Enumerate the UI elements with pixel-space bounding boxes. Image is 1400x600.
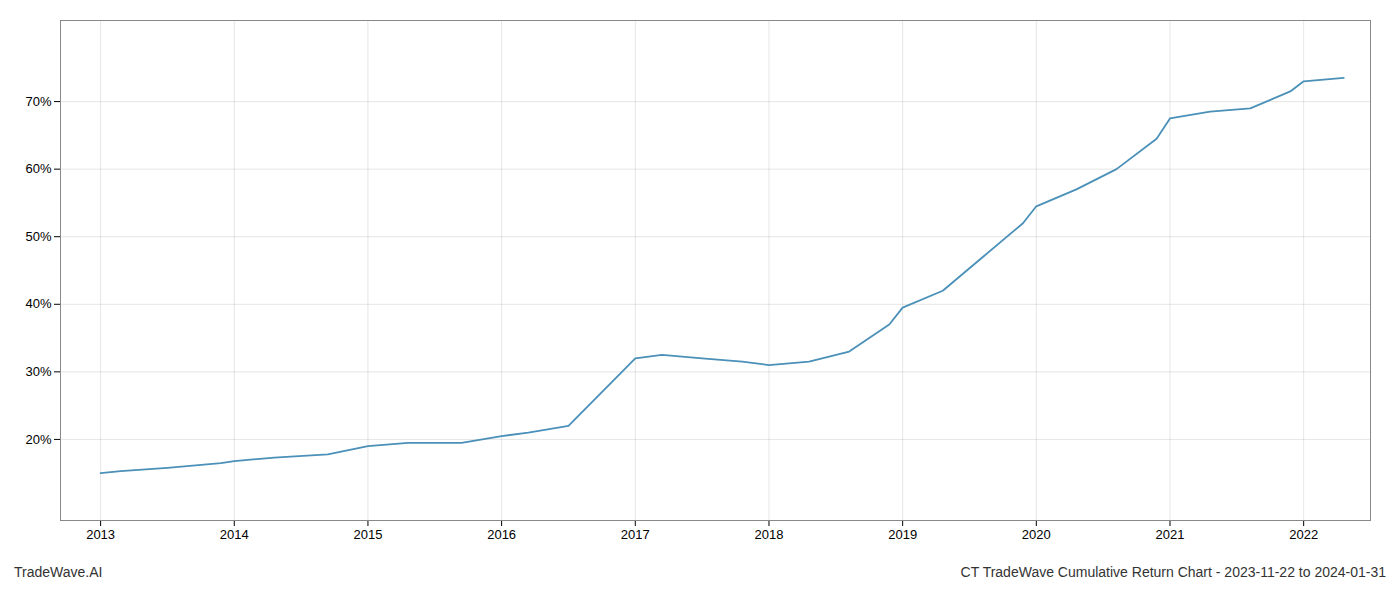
svg-text:2019: 2019 — [888, 527, 917, 542]
svg-text:2014: 2014 — [220, 527, 249, 542]
svg-text:2018: 2018 — [755, 527, 784, 542]
svg-text:2017: 2017 — [621, 527, 650, 542]
svg-text:2020: 2020 — [1022, 527, 1051, 542]
svg-text:2022: 2022 — [1289, 527, 1318, 542]
svg-text:50%: 50% — [25, 229, 51, 244]
svg-text:20%: 20% — [25, 432, 51, 447]
html-text:CT TradeWave Cumulative Return: CT TradeWave Cumulative Return Chart - 2… — [960, 564, 1386, 580]
html-text:TradeWave.AI: TradeWave.AI — [14, 564, 103, 580]
svg-text:2015: 2015 — [353, 527, 382, 542]
svg-text:2016: 2016 — [487, 527, 516, 542]
svg-text:70%: 70% — [25, 94, 51, 109]
svg-text:2013: 2013 — [86, 527, 115, 542]
svg-text:2021: 2021 — [1156, 527, 1185, 542]
svg-text:40%: 40% — [25, 296, 51, 311]
svg-text:30%: 30% — [25, 364, 51, 379]
svg-text:60%: 60% — [25, 161, 51, 176]
